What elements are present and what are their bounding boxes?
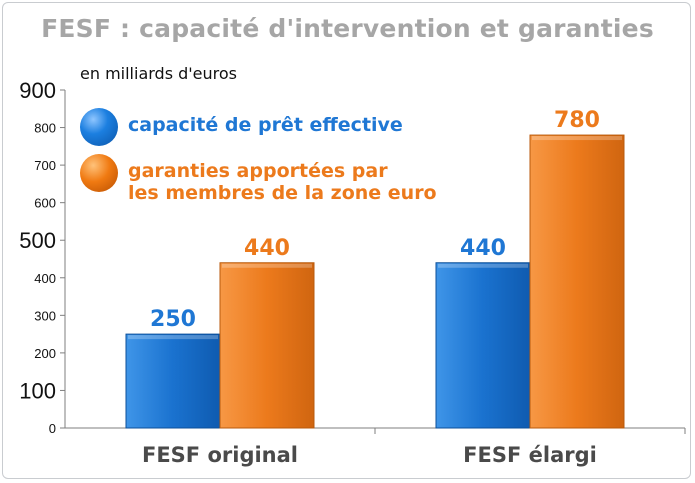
- legend-label-guarantees: garanties apportées par les membres de l…: [128, 160, 437, 204]
- legend: capacité de prêt effective garanties app…: [80, 108, 437, 212]
- legend-marker-capacity: [80, 108, 118, 146]
- y-tick-label: 400: [34, 271, 56, 286]
- bar-highlight: [532, 136, 622, 141]
- bar-highlight: [438, 263, 528, 268]
- y-tick-label: 500: [19, 228, 56, 253]
- data-label: 440: [460, 236, 506, 261]
- bar-highlight: [128, 335, 218, 340]
- y-tick-label: 0: [49, 421, 56, 436]
- x-category-label: FESF original: [142, 443, 298, 467]
- bar-capacity-original: [125, 333, 221, 429]
- y-tick-label: 700: [34, 158, 56, 173]
- bar-guarantees-original: [219, 262, 315, 429]
- y-tick-label: 300: [34, 308, 56, 323]
- data-label: 250: [150, 307, 196, 332]
- bar-capacity-elargi: [435, 262, 531, 429]
- y-tick-label: 800: [34, 121, 56, 136]
- y-tick-label: 200: [34, 346, 56, 361]
- data-label: 780: [554, 108, 600, 133]
- data-label: 440: [244, 236, 290, 261]
- y-tick-label: 600: [34, 196, 56, 211]
- y-axis-unit-label: en milliards d'euros: [80, 64, 238, 83]
- bar-highlight: [222, 263, 312, 268]
- bar-guarantees-elargi: [529, 134, 625, 429]
- legend-label-capacity: capacité de prêt effective: [128, 114, 403, 136]
- legend-item-guarantees: garanties apportées par les membres de l…: [80, 154, 437, 204]
- y-tick-label: 100: [19, 378, 56, 403]
- legend-marker-guarantees: [80, 154, 118, 192]
- x-category-label: FESF élargi: [463, 443, 597, 467]
- y-tick-label: 900: [19, 78, 56, 103]
- chart-title: FESF : capacité d'intervention et garant…: [41, 14, 654, 43]
- legend-item-capacity: capacité de prêt effective: [80, 108, 437, 146]
